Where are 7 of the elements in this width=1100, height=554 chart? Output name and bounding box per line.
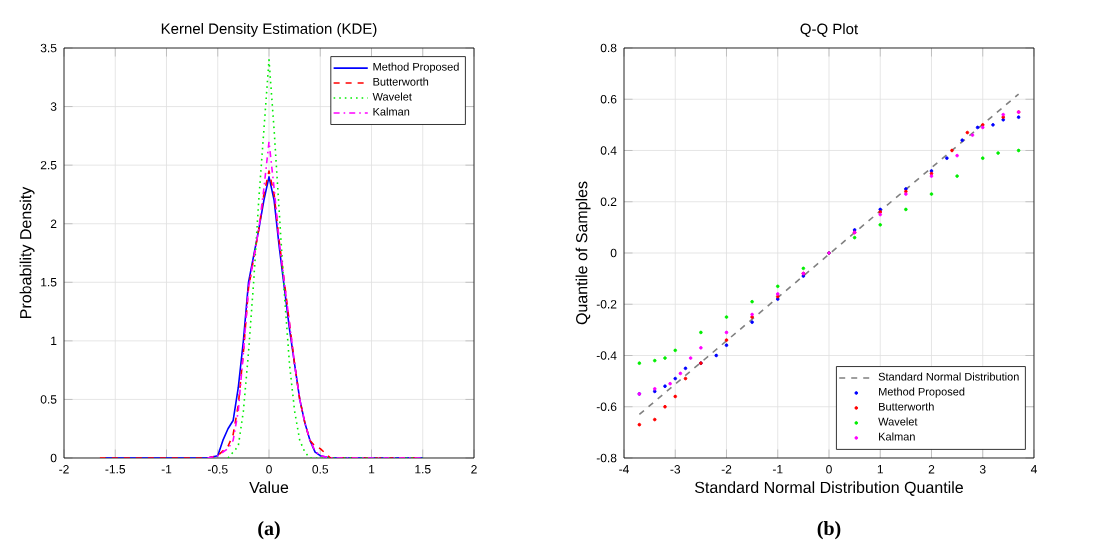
line-series: [206, 140, 424, 458]
y-axis-title: Probability Density: [19, 186, 35, 318]
text: (a): [258, 521, 280, 540]
x-axis-title: Value: [249, 481, 289, 494]
x-axis-title: Standard Normal Distribution Quantile: [694, 481, 963, 496]
y-axis-title: Quantile of Samples: [575, 181, 591, 325]
text: (b): [817, 521, 841, 540]
